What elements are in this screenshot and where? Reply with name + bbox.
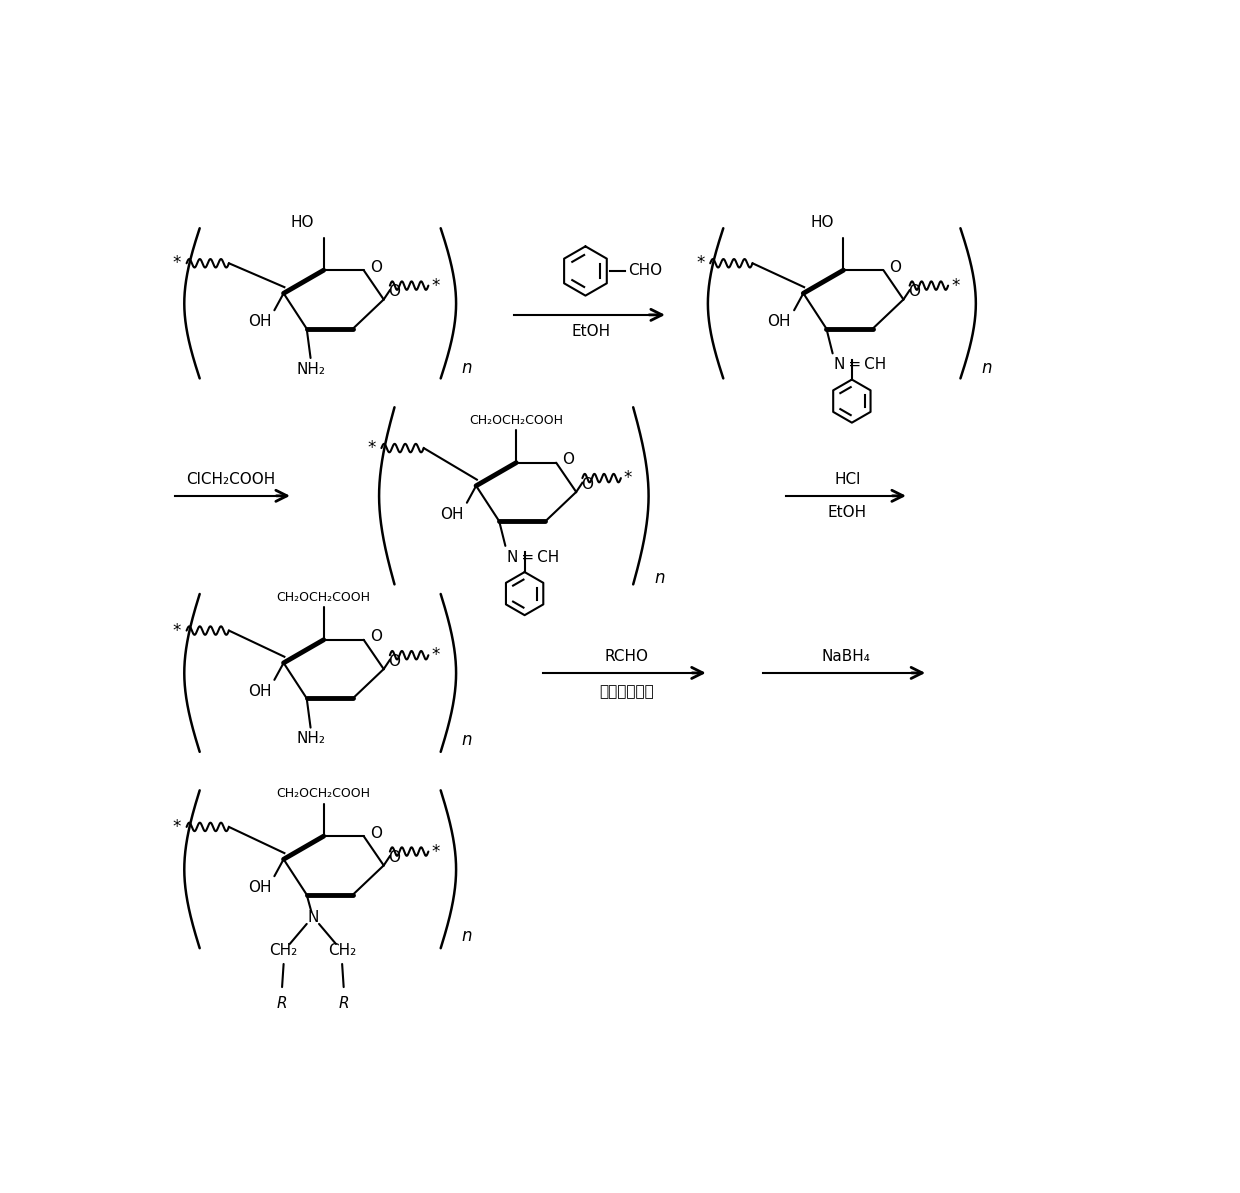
Text: *: * [172, 254, 181, 272]
Text: *: * [367, 439, 376, 457]
Text: N = CH: N = CH [507, 550, 559, 564]
Text: OH: OH [248, 880, 272, 895]
Text: N: N [308, 910, 319, 926]
Text: O: O [388, 284, 401, 299]
Text: *: * [951, 277, 960, 295]
Text: R: R [339, 996, 348, 1012]
Text: n: n [981, 359, 992, 377]
Text: *: * [172, 622, 181, 639]
Text: O: O [370, 629, 382, 644]
Text: NH₂: NH₂ [296, 731, 325, 747]
Text: O: O [889, 260, 901, 274]
Text: CHO: CHO [627, 264, 662, 278]
Text: OH: OH [248, 314, 272, 329]
Text: *: * [696, 254, 704, 272]
Text: *: * [432, 647, 440, 665]
Text: EtOH: EtOH [572, 324, 610, 339]
Text: HO: HO [811, 215, 835, 230]
Text: n: n [655, 569, 665, 587]
Text: HCl: HCl [835, 471, 861, 487]
Text: O: O [580, 477, 593, 492]
Text: CH₂OCH₂COOH: CH₂OCH₂COOH [469, 414, 563, 427]
Text: R: R [277, 996, 288, 1012]
Text: O: O [388, 654, 401, 669]
Text: 相转移催化剂: 相转移催化剂 [599, 684, 653, 699]
Text: OH: OH [440, 507, 464, 521]
Text: CH₂: CH₂ [329, 942, 356, 958]
Text: N = CH: N = CH [835, 357, 887, 372]
Text: O: O [563, 452, 574, 468]
Text: RCHO: RCHO [604, 649, 649, 663]
Text: EtOH: EtOH [827, 505, 867, 520]
Text: NaBH₄: NaBH₄ [821, 649, 870, 663]
Text: O: O [908, 284, 920, 299]
Text: ClCH₂COOH: ClCH₂COOH [187, 471, 275, 487]
Text: n: n [461, 730, 472, 749]
Text: *: * [624, 469, 632, 487]
Text: n: n [461, 927, 472, 945]
Text: NH₂: NH₂ [296, 361, 325, 377]
Text: HO: HO [291, 215, 315, 230]
Text: n: n [461, 359, 472, 377]
Text: CH₂: CH₂ [269, 942, 298, 958]
Text: OH: OH [248, 684, 272, 699]
Text: *: * [432, 277, 440, 295]
Text: CH₂OCH₂COOH: CH₂OCH₂COOH [277, 591, 371, 604]
Text: CH₂OCH₂COOH: CH₂OCH₂COOH [277, 787, 371, 801]
Text: OH: OH [768, 314, 791, 329]
Text: *: * [432, 842, 440, 860]
Text: O: O [370, 826, 382, 841]
Text: *: * [172, 818, 181, 836]
Text: O: O [370, 260, 382, 274]
Text: O: O [388, 851, 401, 865]
